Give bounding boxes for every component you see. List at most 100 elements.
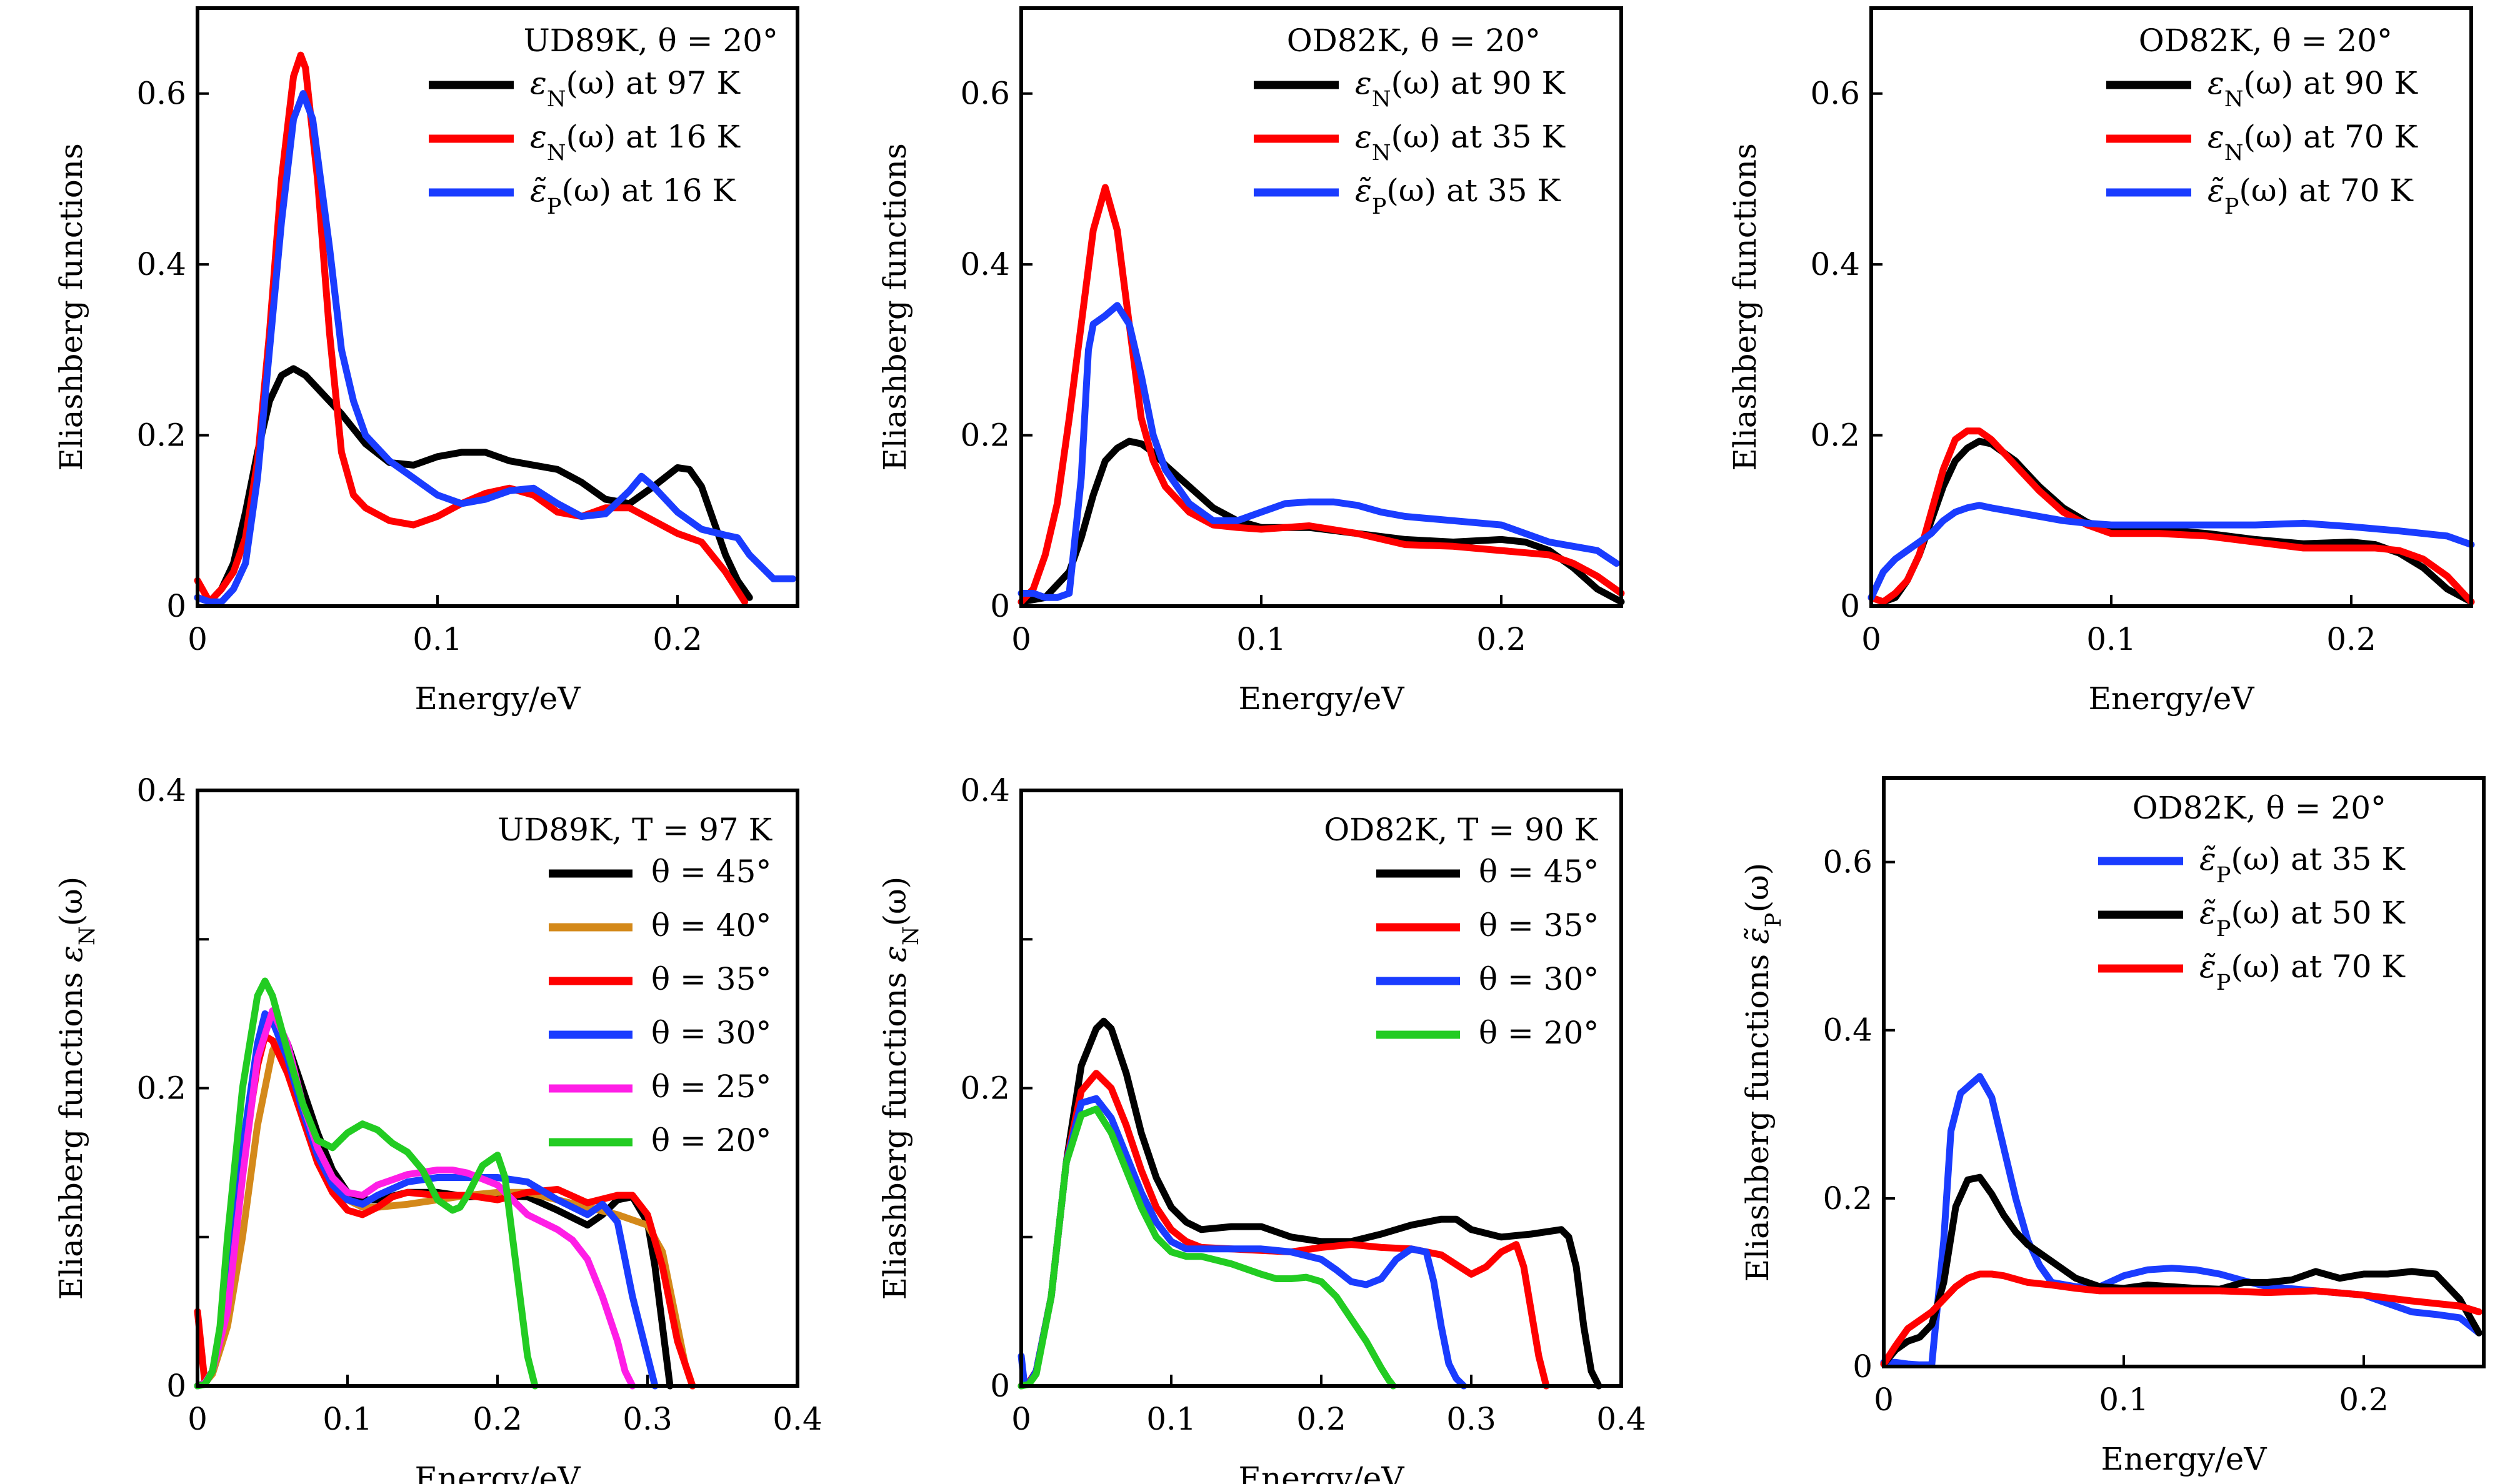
legend-label: ε̃P(ω) at 35 K [1355,172,1561,219]
legend-label: εN(ω) at 90 K [1355,65,1566,112]
legend-label: θ = 20° [651,1122,771,1158]
panel-c: 0 0.1 0.2 0 0.2 0.4 0.6 Energy/eV Eliashberg fun… [1727,6,2475,717]
y-tick-label: 0 [1840,588,1860,624]
y-tick-label: 0.4 [136,246,186,282]
y-tick-label: 0.2 [960,417,1010,454]
legend-label: ε̃P(ω) at 70 K [2199,949,2406,995]
y-axis-label: Eliashberg functions [53,143,89,471]
x-tick-label: 0 [1011,1401,1031,1437]
x-tick-label: 0 [188,621,208,657]
y-tick-label: 0.2 [136,1070,186,1107]
x-tick-label: 0 [188,1401,208,1437]
x-tick-label: 0 [1874,1382,1894,1418]
y-tick-label: 0.6 [1822,844,1872,880]
y-tick-label: 0.6 [136,76,186,112]
x-tick-label: 0.4 [772,1401,822,1437]
y-tick-label: 0.4 [960,772,1010,809]
legend-title: UD89K, T = 97 K [498,812,773,848]
series-line-1 [194,365,753,605]
legend-title: OD82K, θ = 20° [2139,22,2392,59]
series-line-3 [194,90,796,605]
y-tick-label: 0.2 [1810,417,1860,454]
plot-frame [1869,6,2473,608]
x-tick-label: 0.3 [622,1401,672,1437]
series-line-4 [1018,1105,1397,1390]
legend-label: εN(ω) at 35 K [1355,119,1566,166]
y-tick-label: 0.4 [136,772,186,809]
legend-label: θ = 45° [651,854,771,890]
series-line-1 [1880,1073,2482,1368]
series-line-3 [1868,502,2475,601]
legend-label: θ = 20° [1479,1015,1599,1051]
legend-label: θ = 45° [1479,854,1599,890]
plot-frame [1019,6,1623,608]
legend-label: εN(ω) at 70 K [2208,119,2418,166]
x-tick-label: 0.1 [412,621,462,657]
series-line-1 [1018,437,1625,605]
x-tick-label: 0.1 [2099,1382,2149,1418]
plot-frame [1882,776,2486,1368]
plot-frame [196,6,799,608]
y-axis-label: Eliashberg functions [1727,143,1763,471]
series-line-3 [1880,1270,2482,1368]
y-axis-label: Eliashberg functions [877,143,913,471]
y-tick-label: 0.4 [960,246,1010,282]
panel-b: 0 0.1 0.2 0 0.2 0.4 0.6 Energy/eV Eliashberg fun… [877,6,1625,717]
series-line-3 [1018,302,1620,601]
y-tick-label: 0.6 [1810,76,1860,112]
series-line-3 [1018,1095,1468,1390]
y-tick-label: 0.4 [1810,246,1860,282]
y-tick-label: 0 [1852,1348,1872,1385]
legend: UD89K, θ = 20° εN(ω) at 97 K εN(ω) at 16 K… [429,22,778,219]
legend-label: θ = 35° [651,961,771,997]
x-tick-label: 0.2 [1476,621,1526,657]
series-line-6 [194,977,539,1390]
series-line-2 [1868,427,2475,605]
y-axis-label: Eliashberg functions ε̃P(ω) [1739,863,1786,1282]
legend-label: θ = 35° [1479,907,1599,944]
x-tick-label: 0 [1861,621,1881,657]
panel-f: 0 0.1 0.2 0 0.2 0.4 0.6 Energy/eV Eliashberg fun… [1739,776,2486,1477]
series-line-1 [1018,1017,1602,1390]
x-axis-label: Energy/eV [415,680,581,717]
legend-title: UD89K, θ = 20° [524,22,778,59]
legend-title: OD82K, θ = 20° [1287,22,1541,59]
x-tick-label: 0.2 [1296,1401,1346,1437]
y-axis-label: Eliashberg functions εN(ω) [877,877,924,1300]
y-tick-label: 0.6 [960,76,1010,112]
x-axis-label: Energy/eV [1239,680,1405,717]
y-tick-label: 0.2 [960,1070,1010,1107]
y-tick-label: 0 [990,588,1010,624]
x-tick-label: 0.1 [1146,1401,1196,1437]
legend: OD82K, θ = 20° εN(ω) at 90 K εN(ω) at 70 K… [2106,22,2418,219]
legend-label: ε̃P(ω) at 50 K [2199,895,2406,942]
x-axis-label: Energy/eV [1239,1460,1405,1484]
panel-d: 0 0.1 0.2 0.3 0.4 0 0.2 0.4 Energy/eV Eliashberg … [53,772,822,1484]
x-tick-label: 0.1 [322,1401,372,1437]
legend: OD82K, θ = 20° εN(ω) at 90 K εN(ω) at 35 K… [1254,22,1566,219]
legend-label: θ = 40° [651,907,771,944]
legend-label: ε̃P(ω) at 35 K [2199,841,2406,888]
legend: UD89K, T = 97 K θ = 45° θ = 40° θ = 35° θ = … [498,812,773,1158]
legend-label: εN(ω) at 16 K [530,119,741,166]
x-tick-label: 0.2 [2339,1382,2389,1418]
x-axis-label: Energy/eV [2089,680,2255,717]
x-tick-label: 0.2 [652,621,702,657]
legend-label: εN(ω) at 97 K [530,65,741,112]
x-tick-label: 0.1 [1236,621,1286,657]
y-tick-label: 0 [166,588,186,624]
y-tick-label: 0 [990,1368,1010,1404]
legend-label: εN(ω) at 90 K [2208,65,2418,112]
legend-label: θ = 30° [651,1015,771,1051]
panel-e: 0 0.1 0.2 0.3 0.4 0 0.2 0.4 Energy/eV Eliashberg … [877,772,1646,1484]
x-tick-label: 0 [1011,621,1031,657]
x-axis-label: Energy/eV [2101,1441,2268,1477]
x-tick-label: 0.1 [2086,621,2136,657]
legend: OD82K, T = 90 K θ = 45° θ = 35° θ = 30° θ = … [1324,812,1599,1051]
x-axis-label: Energy/eV [415,1460,581,1484]
x-tick-label: 0.4 [1596,1401,1646,1437]
series-line-5 [194,1007,636,1390]
x-tick-label: 0.3 [1446,1401,1496,1437]
y-axis-label: Eliashberg functions εN(ω) [53,877,100,1300]
